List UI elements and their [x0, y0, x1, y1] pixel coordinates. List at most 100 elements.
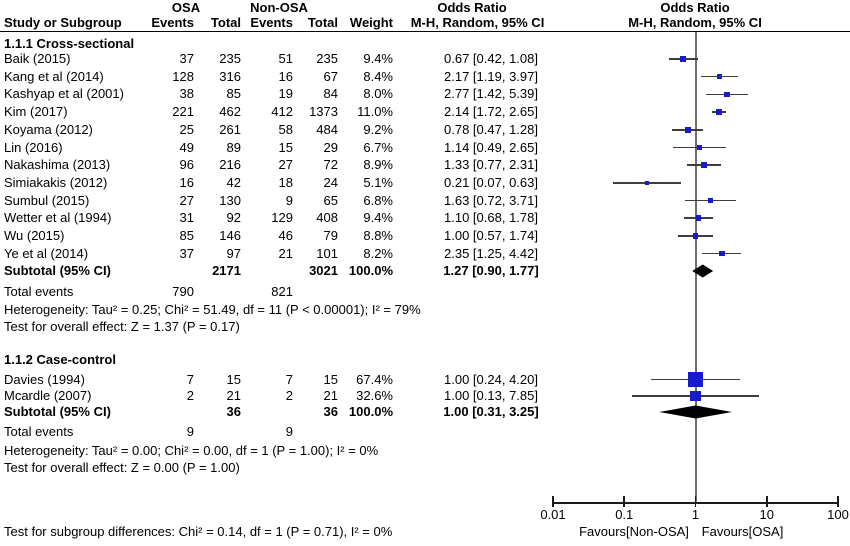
subtotal-row: Subtotal (95% CI) 2171 3021 100.0% 1.27 [0.9…	[0, 263, 850, 279]
study-row: Wu (2015) 85 146 46 79 8.8% 1.00 [0.57, 1.74]	[0, 228, 850, 244]
axis-tick	[552, 496, 554, 507]
or-ci-text: 0.67 [0.42, 1.08]	[444, 51, 538, 66]
or-ci-text: 0.78 [0.47, 1.28]	[444, 121, 538, 137]
subtotal-label: Subtotal (95% CI)	[4, 263, 111, 279]
study-row: Kashyap et al (2001) 38 85 19 84 8.0% 2.77 [1.…	[0, 86, 850, 102]
total-events-label: Total events	[4, 284, 74, 299]
osa-total: 216	[219, 157, 241, 173]
study-name: Kashyap et al (2001)	[4, 86, 124, 102]
heterogeneity-text: Heterogeneity: Tau² = 0.00; Chi² = 0.00,…	[4, 442, 379, 458]
osa-events: 25	[179, 121, 194, 137]
subtotal-non-osa-total: 3021	[309, 263, 338, 279]
osa-events: 7	[186, 371, 194, 387]
header-divider-line	[0, 30, 850, 33]
heterogeneity-text: Heterogeneity: Tau² = 0.25; Chi² = 51.49…	[4, 302, 421, 317]
non-osa-total: 67	[323, 68, 338, 84]
osa-events: 221	[172, 104, 194, 120]
total-events-row: Total events 790 821	[0, 284, 850, 300]
or-point-square	[687, 371, 704, 388]
osa-total: 146	[219, 228, 241, 243]
osa-events: 16	[179, 174, 194, 190]
or-point-square	[701, 162, 708, 168]
or-ci-text: 1.00 [0.24, 4.20]	[444, 371, 538, 387]
study-weight: 32.6%	[356, 388, 393, 403]
study-weight: 8.9%	[363, 157, 393, 173]
subtotal-weight: 100.0%	[348, 263, 393, 279]
non-osa-group-header: Non-OSA	[250, 0, 308, 15]
heterogeneity-row: Heterogeneity: Tau² = 0.25; Chi² = 51.49…	[0, 302, 850, 318]
study-row: Simiakakis (2012) 16 42 18 24 5.1% 0.21 [0.07,…	[0, 175, 850, 191]
non-osa-total: 15	[323, 371, 338, 387]
subgroup-label: 1.1.1 Cross-sectional	[4, 36, 135, 51]
study-name: Davies (1994)	[4, 371, 85, 387]
study-name: Wetter et al (1994)	[4, 210, 112, 226]
subgroup-label: 1.1.2 Case-control	[4, 352, 116, 367]
total-events-label: Total events	[4, 424, 74, 439]
non-osa-events: 129	[271, 210, 293, 226]
osa-events: 37	[179, 245, 194, 261]
osa-events: 128	[172, 68, 194, 84]
study-row: Sumbul (2015) 27 130 9 65 6.8% 1.63 [0.72, 3.7…	[0, 193, 850, 209]
or-ci-text: 1.00 [0.13, 7.85]	[444, 388, 538, 403]
axis-tick-label: 10	[759, 507, 774, 522]
or-ci-text: 1.33 [0.77, 2.31]	[444, 157, 538, 173]
or-column-subtitle: M-H, Random, 95% CI	[410, 15, 545, 30]
study-name: Ye et al (2014)	[4, 245, 89, 261]
study-row: Koyama (2012) 25 261 58 484 9.2% 0.78 [0.47, 1…	[0, 122, 850, 138]
or-point-square	[715, 108, 723, 116]
non-osa-events: 27	[278, 157, 293, 173]
non-osa-total-header: Total	[307, 15, 338, 30]
study-weight: 8.8%	[363, 228, 393, 243]
or-point-square	[716, 73, 723, 80]
axis-tick	[765, 496, 768, 507]
osa-total: 130	[219, 192, 241, 208]
or-ci-text: 2.14 [1.72, 2.65]	[444, 104, 538, 120]
non-osa-events-header: Events	[250, 15, 293, 30]
subtotal-osa-total: 2171	[212, 263, 241, 279]
study-name: Nakashima (2013)	[4, 157, 111, 173]
subtotal-osa-total: 36	[226, 403, 241, 419]
non-osa-total: 484	[316, 121, 338, 137]
non-osa-events: 7	[285, 371, 293, 387]
axis-tick	[623, 496, 626, 507]
total-events-non-osa: 9	[285, 424, 293, 439]
non-osa-total: 21	[323, 388, 338, 403]
subgroup-difference-text: Test for subgroup differences: Chi² = 0.…	[4, 523, 393, 539]
or-ci-text: 1.10 [0.68, 1.78]	[444, 210, 538, 226]
non-osa-total: 84	[323, 86, 338, 102]
overall-effect-text: Test for overall effect: Z = 0.00 (P = 1…	[4, 459, 240, 475]
study-row: Kim (2017) 221 462 412 1373 11.0% 2.14 [1.72, …	[0, 104, 850, 120]
total-events-non-osa: 821	[271, 284, 293, 299]
non-osa-events: 21	[278, 245, 293, 261]
subtotal-diamond	[659, 405, 732, 418]
non-osa-total: 235	[316, 51, 338, 66]
study-weight: 8.4%	[363, 68, 393, 84]
study-name: Mcardle (2007)	[4, 388, 92, 403]
study-weight: 9.2%	[363, 121, 393, 137]
or-ci-text: 0.21 [0.07, 0.63]	[444, 174, 538, 190]
non-osa-events: 51	[278, 51, 293, 66]
osa-total: 235	[219, 51, 241, 66]
study-name: Baik (2015)	[4, 51, 71, 66]
non-osa-total: 65	[323, 192, 338, 208]
subtotal-or-ci-text: 1.27 [0.90, 1.77]	[443, 263, 539, 279]
overall-effect-text: Test for overall effect: Z = 1.37 (P = 0…	[4, 318, 240, 334]
weight-column-header: Weight	[349, 15, 393, 30]
study-name: Lin (2016)	[4, 139, 63, 155]
non-osa-events: 18	[278, 174, 293, 190]
or-ci-text: 2.77 [1.42, 5.39]	[444, 86, 538, 102]
study-name: Wu (2015)	[4, 228, 65, 243]
osa-events: 2	[186, 388, 194, 403]
osa-total: 316	[219, 68, 241, 84]
study-row: Mcardle (2007) 2 21 2 21 32.6% 1.00 [0.13, 7.8…	[0, 388, 850, 404]
non-osa-total: 72	[323, 157, 338, 173]
study-name: Kim (2017)	[4, 104, 68, 120]
or-point-square	[719, 250, 725, 257]
or-ci-text: 1.63 [0.72, 3.71]	[444, 192, 538, 208]
osa-events: 37	[179, 51, 194, 66]
axis-tick-label: 100	[827, 507, 849, 522]
or-point-square	[684, 126, 691, 133]
study-column-header: Study or Subgroup	[4, 15, 122, 30]
study-weight: 8.0%	[363, 86, 393, 102]
osa-total: 97	[226, 245, 241, 261]
